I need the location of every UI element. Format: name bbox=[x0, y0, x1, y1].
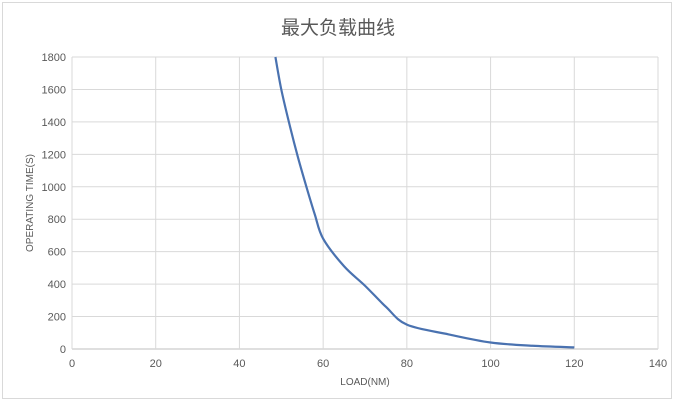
chart-frame bbox=[2, 2, 672, 399]
y-tick-label: 400 bbox=[48, 279, 66, 291]
x-tick-label: 100 bbox=[481, 358, 499, 370]
series-line bbox=[274, 56, 575, 349]
x-tick-label: 80 bbox=[401, 358, 413, 370]
x-tick-label: 40 bbox=[233, 358, 245, 370]
y-tick-label: 1800 bbox=[42, 52, 66, 64]
y-tick-label: 1400 bbox=[42, 117, 66, 129]
y-tick-label: 0 bbox=[60, 344, 66, 356]
chart-title: 最大负载曲线 bbox=[281, 17, 395, 39]
x-tick-label: 120 bbox=[565, 358, 583, 370]
x-axis-label: LOAD(NM) bbox=[340, 377, 389, 388]
y-axis-label: OPERATING TIME(S) bbox=[25, 154, 36, 252]
y-tick-label: 800 bbox=[48, 214, 66, 226]
y-tick-label: 200 bbox=[48, 312, 66, 324]
x-tick-label: 140 bbox=[649, 358, 667, 370]
y-tick-label: 1600 bbox=[42, 84, 66, 96]
y-tick-label: 600 bbox=[48, 247, 66, 259]
y-tick-label: 1200 bbox=[42, 149, 66, 161]
y-tick-label: 1000 bbox=[42, 182, 66, 194]
x-tick-label: 20 bbox=[150, 358, 162, 370]
x-tick-label: 60 bbox=[317, 358, 329, 370]
x-tick-label: 0 bbox=[69, 358, 75, 370]
